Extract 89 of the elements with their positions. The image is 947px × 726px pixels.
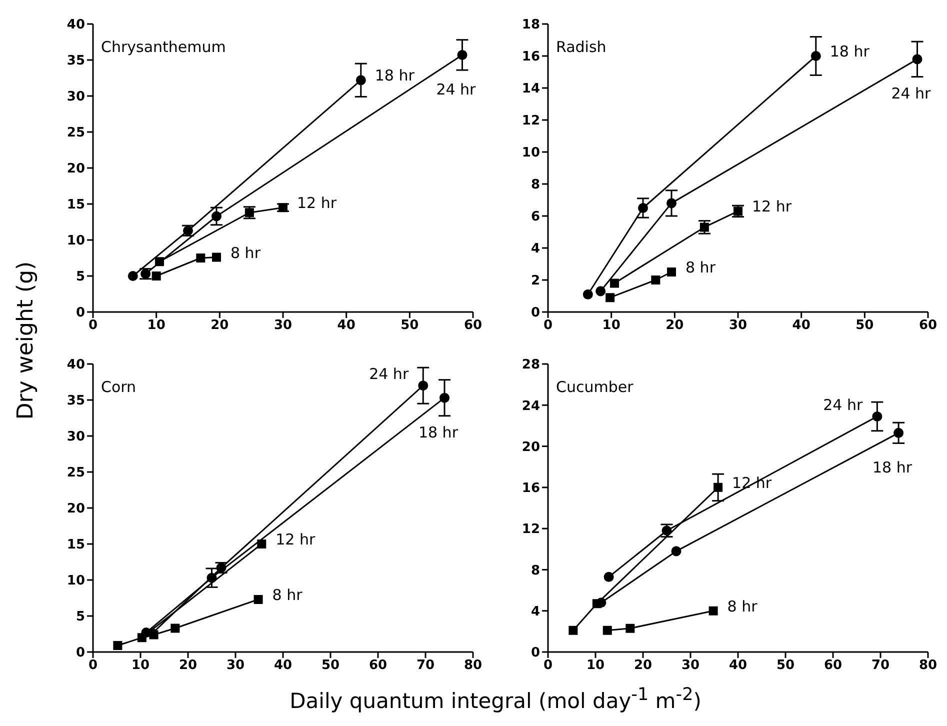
y-tick-label: 8 xyxy=(530,178,540,193)
series-label: 18 hr xyxy=(830,42,870,60)
x-tick-label: 20 xyxy=(210,318,229,334)
y-tick-label: 28 xyxy=(522,358,540,373)
series-label: 24 hr xyxy=(436,80,477,98)
x-tick-label: 30 xyxy=(274,318,292,334)
series-label: 24 hr xyxy=(369,365,410,384)
x-tick-label: 50 xyxy=(321,658,340,674)
y-tick-label: 25 xyxy=(66,126,85,141)
x-tick-label: 40 xyxy=(792,318,810,334)
y-tick-label: 20 xyxy=(522,440,540,455)
text: Cucumber xyxy=(556,378,634,396)
x-tick-label: 40 xyxy=(728,658,748,674)
y-tick-label: 40 xyxy=(66,358,85,373)
x-tick-label: 70 xyxy=(871,658,890,674)
y-tick-label: 4 xyxy=(530,604,540,620)
y-tick-label: 25 xyxy=(66,466,85,481)
x-tick-label: 10 xyxy=(147,318,166,334)
text: Radish xyxy=(556,38,606,56)
x-tick-label: 50 xyxy=(776,658,795,674)
y-tick-label: 5 xyxy=(76,270,85,285)
y-axis-title: Dry weight (g) xyxy=(14,260,38,422)
x-tick-label: 50 xyxy=(856,318,874,334)
x-tick-label: 20 xyxy=(666,318,684,334)
y-tick-label: 8 xyxy=(530,563,540,578)
y-tick-label: 14 xyxy=(522,82,540,97)
x-tick-label: 40 xyxy=(337,318,356,334)
series-label: 8 hr xyxy=(686,258,716,276)
y-tick-label: 35 xyxy=(66,394,85,409)
x-tick-label: 30 xyxy=(728,318,748,334)
x-tick-label: 60 xyxy=(368,658,388,674)
x-tick-label: 20 xyxy=(634,658,652,674)
x-tick-label: 80 xyxy=(464,658,482,674)
x-axis-title: Daily quantum integral (mol day$^{-1}$ m$^{-2}$) xyxy=(288,684,702,715)
x-tick-label: 0 xyxy=(543,318,553,334)
y-tick-label: 20 xyxy=(66,502,85,517)
x-tick-label: 10 xyxy=(131,658,150,674)
y-tick-label: 12 xyxy=(522,114,540,129)
y-tick-label: 30 xyxy=(66,90,85,105)
y-tick-label: 35 xyxy=(66,54,85,69)
x-tick-label: 60 xyxy=(918,318,938,334)
series-label: 8 hr xyxy=(230,244,262,262)
y-tick-label: 12 xyxy=(522,522,540,538)
x-tick-label: 50 xyxy=(400,318,419,334)
y-tick-label: 0 xyxy=(530,306,540,321)
y-tick-label: 10 xyxy=(66,574,85,589)
series-label: 12 hr xyxy=(276,530,316,548)
y-tick-label: 6 xyxy=(530,210,540,225)
x-tick-label: 40 xyxy=(274,658,292,674)
y-tick-label: 40 xyxy=(66,18,85,33)
x-tick-label: 30 xyxy=(226,658,245,674)
series-label: 12 hr xyxy=(297,194,338,212)
x-tick-label: 0 xyxy=(88,318,98,334)
series-label: 12 hr xyxy=(752,198,792,216)
x-tick-label: 60 xyxy=(464,318,482,334)
y-tick-label: 16 xyxy=(522,481,540,496)
y-tick-label: 15 xyxy=(66,198,85,213)
y-tick-label: 16 xyxy=(522,50,540,65)
series-label: 8 hr xyxy=(727,597,758,616)
y-tick-label: 30 xyxy=(66,430,85,445)
x-tick-label: 10 xyxy=(586,658,605,674)
x-tick-label: 80 xyxy=(918,658,938,674)
y-tick-label: 15 xyxy=(66,538,85,553)
y-tick-label: 20 xyxy=(66,162,85,177)
x-tick-label: 60 xyxy=(824,658,842,674)
x-tick-label: 70 xyxy=(416,658,435,674)
y-tick-label: 4 xyxy=(530,242,540,257)
y-tick-label: 5 xyxy=(76,610,85,625)
y-tick-label: 24 xyxy=(522,398,540,414)
series-label: 18 hr xyxy=(872,458,913,476)
series-label: 18 hr xyxy=(374,66,416,85)
series-label: 8 hr xyxy=(272,586,304,604)
y-tick-label: 0 xyxy=(76,306,85,321)
x-tick-label: 20 xyxy=(178,658,198,674)
text: Chrysanthemum xyxy=(101,38,226,56)
text: Corn xyxy=(101,378,136,396)
x-tick-label: 10 xyxy=(602,318,620,334)
y-tick-label: 10 xyxy=(66,234,85,249)
x-tick-label: 0 xyxy=(88,658,98,674)
y-tick-label: 10 xyxy=(522,146,540,161)
y-tick-label: 18 xyxy=(522,18,540,33)
y-tick-label: 0 xyxy=(530,646,540,661)
x-tick-label: 30 xyxy=(681,658,700,674)
series-label: 18 hr xyxy=(418,423,459,442)
series-label: 24 hr xyxy=(891,84,932,103)
y-tick-label: 0 xyxy=(76,646,85,661)
y-tick-label: 2 xyxy=(530,274,540,289)
x-tick-label: 0 xyxy=(543,658,553,674)
series-label: 24 hr xyxy=(823,396,864,414)
